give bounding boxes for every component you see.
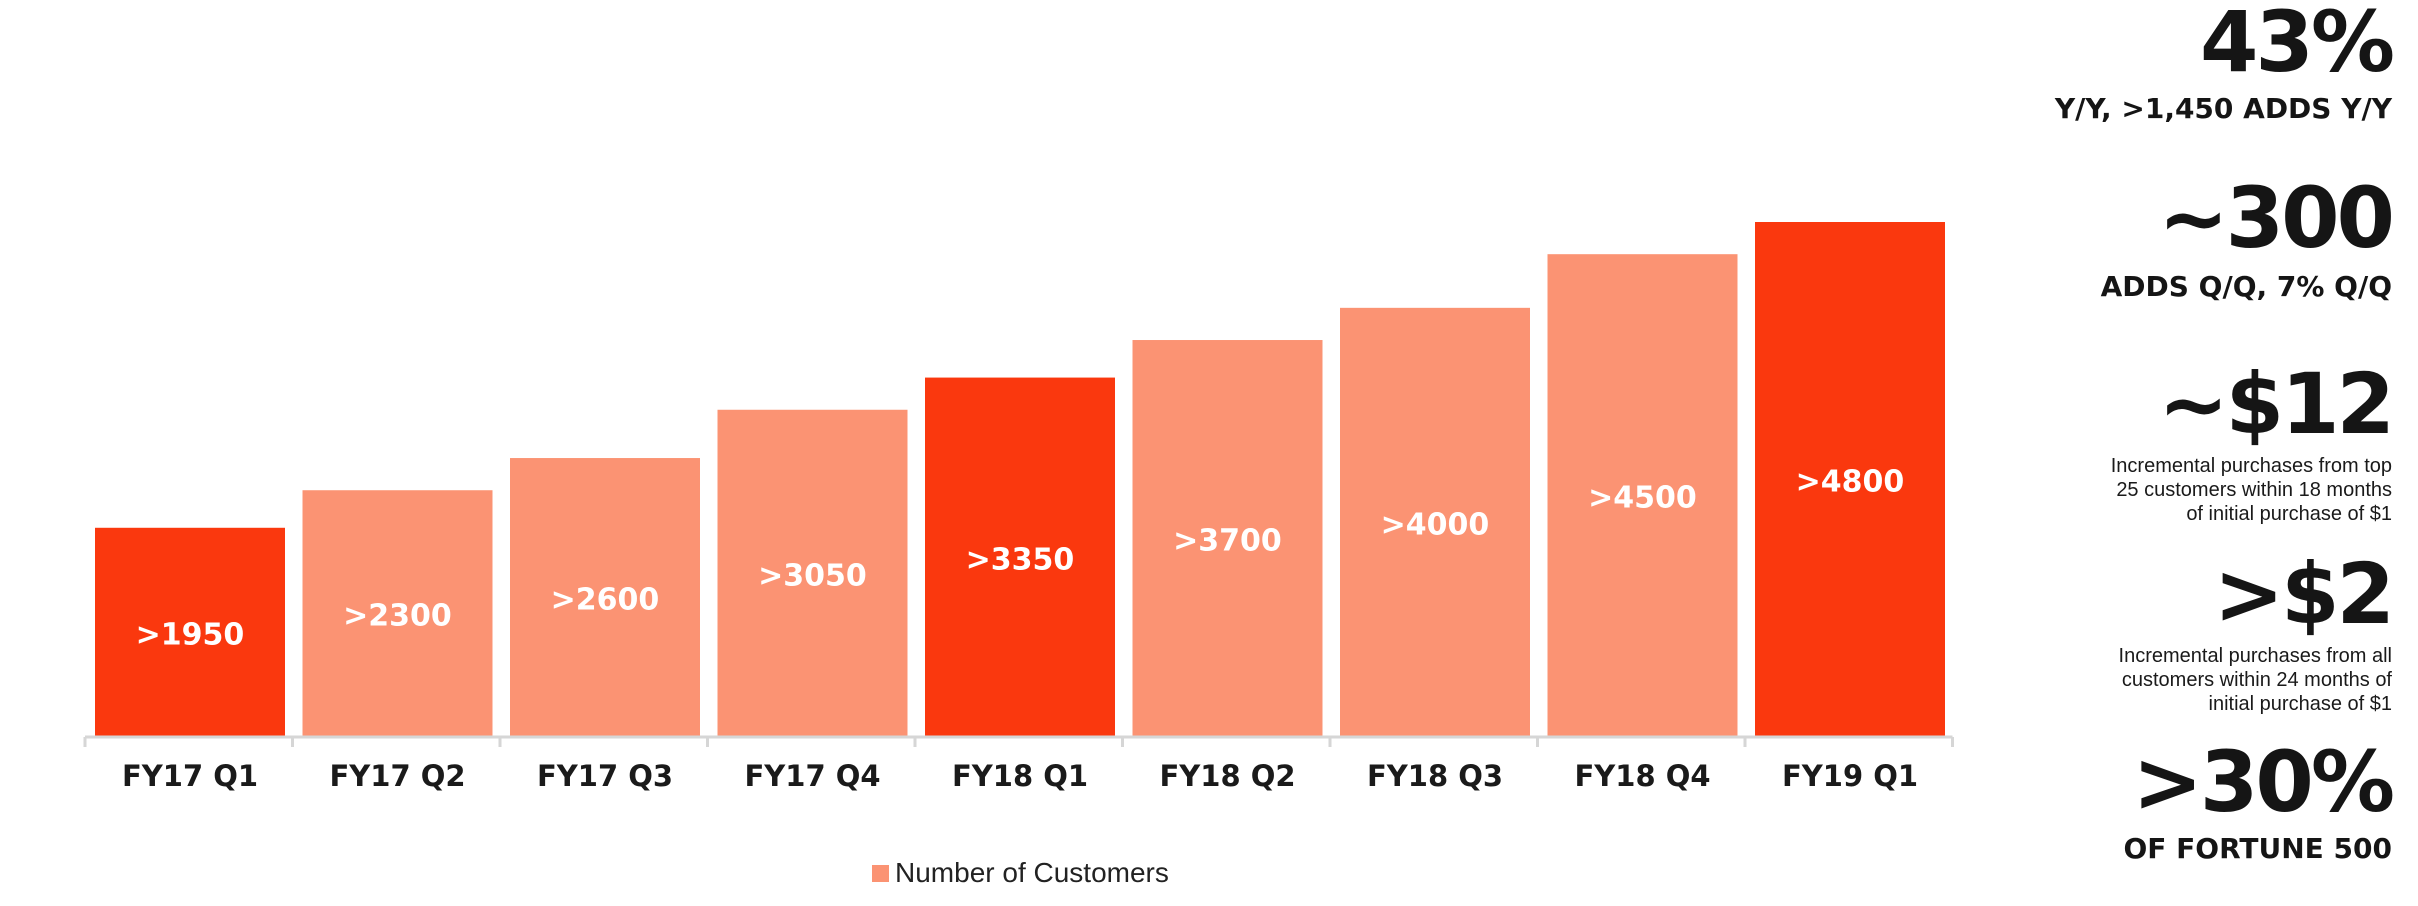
bar-value-label: >2300 xyxy=(343,599,452,634)
bar-fy17-q3 xyxy=(510,458,700,737)
x-tick-label: FY17 Q1 xyxy=(122,759,258,793)
stat-fortune-500: >30% OF FORTUNE 500 xyxy=(2123,733,2395,865)
bar-fy17-q2 xyxy=(302,490,493,737)
x-tick-label: FY17 Q4 xyxy=(744,759,880,793)
stat-yoy-growth: 43% Y/Y, >1,450 ADDS Y/Y xyxy=(2054,0,2395,125)
legend: Number of Customers xyxy=(872,857,1169,889)
stat-note: Incremental purchases from all customers… xyxy=(2118,645,2392,715)
bar-fy18-q4 xyxy=(1547,254,1738,737)
bar-fy19-q1 xyxy=(1755,222,1945,737)
x-tick-label: FY17 Q2 xyxy=(329,759,465,793)
bar-value-label: >4800 xyxy=(1796,465,1905,500)
bar-fy18-q2 xyxy=(1132,340,1323,737)
bar-value-label: >3350 xyxy=(966,542,1075,577)
stat-value: >30% xyxy=(2132,733,2395,831)
x-tick-label: FY18 Q3 xyxy=(1367,759,1503,793)
x-axis: FY17 Q1 FY17 Q2 FY17 Q3 FY17 Q4 FY18 Q1 FY18 … xyxy=(83,735,1954,793)
x-tick-label: FY19 Q1 xyxy=(1782,759,1918,793)
stat-top-customer-purchases: ~$12 Incremental purchases from top 25 c… xyxy=(2110,355,2395,526)
stat-value: ~$12 xyxy=(2158,355,2395,453)
bar-value-label: >2600 xyxy=(551,583,660,618)
stat-value: 43% xyxy=(2199,0,2395,91)
bar-fy17-q1 xyxy=(95,527,285,737)
bars-group: >1950 >2300 >2600 >3050 >3350 >3700 >4000 >4500… xyxy=(95,222,1945,737)
stat-note: Incremental purchases from top 25 custom… xyxy=(2110,455,2392,525)
bar-chart: >1950 >2300 >2600 >3050 >3350 >3700 >4000 >4500… xyxy=(83,222,1954,793)
stat-value: ~300 xyxy=(2158,169,2395,267)
bar-fy17-q4 xyxy=(717,409,908,737)
bar-value-label: >3700 xyxy=(1173,524,1282,559)
bar-value-label: >3050 xyxy=(758,558,867,593)
x-tick-label: FY17 Q3 xyxy=(537,759,673,793)
x-tick-label: FY18 Q1 xyxy=(952,759,1088,793)
x-tick-label: FY18 Q4 xyxy=(1574,759,1710,793)
stat-caption: Y/Y, >1,450 ADDS Y/Y xyxy=(2054,92,2392,125)
bar-fy18-q3 xyxy=(1340,307,1530,737)
stat-caption: OF FORTUNE 500 xyxy=(2123,832,2392,865)
bar-value-label: >4500 xyxy=(1588,481,1697,516)
stat-qoq-adds: ~300 ADDS Q/Q, 7% Q/Q xyxy=(2100,169,2395,303)
bar-value-label: >4000 xyxy=(1381,507,1490,542)
legend-swatch xyxy=(872,864,889,882)
x-tick-label: FY18 Q2 xyxy=(1159,759,1295,793)
bar-fy18-q1 xyxy=(925,377,1115,737)
stat-caption: ADDS Q/Q, 7% Q/Q xyxy=(2100,270,2392,303)
legend-label: Number of Customers xyxy=(895,857,1169,888)
stat-value: >$2 xyxy=(2213,545,2395,643)
bar-value-label: >1950 xyxy=(136,617,245,652)
stat-all-customer-purchases: >$2 Incremental purchases from all custo… xyxy=(2118,545,2395,716)
